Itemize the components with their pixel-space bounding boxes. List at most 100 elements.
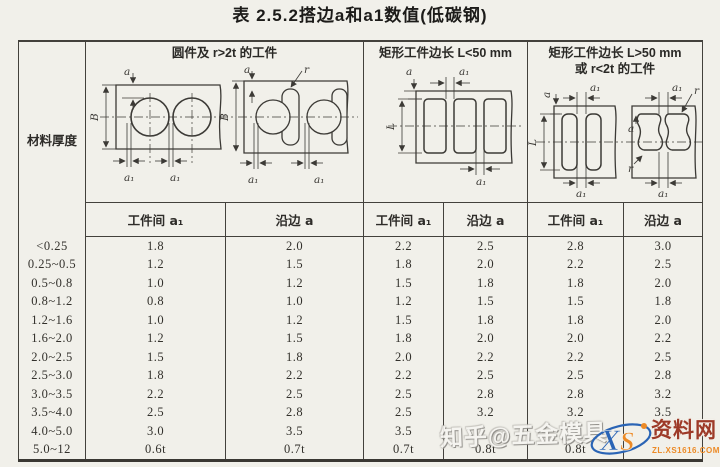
sub-header-row: 工件间 a₁ 沿边 a 工件间 a₁ 沿边 a 工件间 a₁ 沿边 a <box>19 202 703 237</box>
value-cell: 1.2 <box>363 292 444 311</box>
svg-text:a₁: a₁ <box>170 172 180 184</box>
value-cell: 2.8 <box>527 236 624 256</box>
diagram-rect-large: a₁ a L a₁ <box>528 82 703 198</box>
svg-text:a: a <box>124 66 130 78</box>
value-cell: 1.0 <box>225 292 364 311</box>
thickness-cell: 4.0~5.0 <box>31 423 73 438</box>
value-cell: 0.8t <box>443 440 528 461</box>
group-rect-small: 矩形工件边长 L<50 mm a₁ <box>363 41 528 203</box>
table-row: 4.0~5.0 3.0 3.5 3.5 <box>19 422 703 441</box>
svg-text:r: r <box>304 64 310 76</box>
value-cell: 0.7t <box>363 440 444 461</box>
value-cell: 2.0 <box>363 348 444 367</box>
value-cell: 3.2 <box>527 403 624 422</box>
value-cell: 1.5 <box>443 292 528 311</box>
table-row: <0.25 1.8 2.0 2.2 2.5 2.8 3.0 <box>19 236 703 256</box>
sub-header-a: 沿边 a <box>443 202 528 237</box>
value-cell: 2.0 <box>225 236 364 256</box>
table-row: 3.5~4.0 2.5 2.8 2.5 3.2 3.2 3.5 <box>19 403 703 422</box>
watermark: 知乎@五金模具 X S 资料网 ZL.XS1616.COM <box>438 416 720 467</box>
value-cell: 2.0 <box>527 329 624 348</box>
value-cell: 1.2 <box>225 274 364 293</box>
value-cell: 2.5 <box>363 403 444 422</box>
value-cell: 1.8 <box>623 292 703 311</box>
value-cell: 1.8 <box>363 255 444 274</box>
material-thickness-header: 材料厚度 <box>26 133 77 148</box>
value-cell: 3.0 <box>623 236 703 256</box>
thickness-cell: 3.0~3.5 <box>31 386 73 401</box>
watermark-logo: X S <box>590 423 652 457</box>
value-cell: 1.8 <box>85 366 226 385</box>
thickness-cell: 1.2~1.6 <box>31 312 73 327</box>
value-cell: 2.5 <box>443 366 528 385</box>
svg-text:a₁: a₁ <box>459 66 469 78</box>
value-cell: 1.2 <box>85 329 226 348</box>
value-cell <box>527 422 624 441</box>
value-cell: 2.5 <box>443 236 528 256</box>
svg-text:a: a <box>406 66 412 78</box>
watermark-text: 知乎@五金模具 <box>439 419 608 451</box>
value-cell: 2.0 <box>623 274 703 293</box>
diagram-round-parts: B a a₁ a₁ <box>89 64 358 186</box>
value-cell: 2.0 <box>623 311 703 330</box>
svg-text:B: B <box>219 113 231 122</box>
value-cell: 3.2 <box>443 403 528 422</box>
svg-text:r: r <box>694 85 700 97</box>
group-rect-large: 矩形工件边长 L>50 mm 或 r<2t 的工件 a₁ <box>527 41 703 203</box>
value-cell: 3.5 <box>363 422 444 441</box>
group-header-row: 材料厚度 圆件及 r>2t 的工件 B <box>19 41 703 203</box>
svg-text:a₁: a₁ <box>124 172 134 184</box>
value-cell: 1.8 <box>527 311 624 330</box>
svg-text:S: S <box>620 427 634 456</box>
value-cell: 2.2 <box>363 366 444 385</box>
value-cell: 2.2 <box>363 236 444 256</box>
svg-text:a₁: a₁ <box>314 174 324 186</box>
svg-text:a: a <box>628 123 634 135</box>
value-cell: 2.2 <box>623 329 703 348</box>
table-row: 2.5~3.0 1.8 2.2 2.2 2.5 2.5 2.8 <box>19 366 703 385</box>
group-rect-large-title2: 或 r<2t 的工件 <box>574 62 656 77</box>
value-cell: 2.2 <box>527 348 624 367</box>
svg-text:a₁: a₁ <box>590 82 600 94</box>
value-cell: 2.8 <box>225 403 364 422</box>
thickness-cell: 5.0~12 <box>33 442 71 457</box>
page-title: 表 2.5.2搭边a和a1数值(低碳钢) <box>232 6 488 25</box>
value-cell: 1.2 <box>225 311 364 330</box>
value-cell: 1.5 <box>527 292 624 311</box>
svg-text:a₁: a₁ <box>576 188 586 198</box>
group-rect-large-title: 矩形工件边长 L>50 mm <box>548 46 682 60</box>
diagram-rect-small: a₁ a L a₁ <box>385 66 524 187</box>
svg-text:L: L <box>528 139 539 147</box>
thickness-cell: 2.5~3.0 <box>31 368 73 383</box>
value-cell: 1.8 <box>443 274 528 293</box>
value-cell <box>443 422 528 441</box>
data-table: 材料厚度 圆件及 r>2t 的工件 B <box>18 40 703 462</box>
value-cell: 2.5 <box>623 255 703 274</box>
group-round-parts: 圆件及 r>2t 的工件 B <box>85 41 364 203</box>
value-cell: 1.8 <box>225 348 364 367</box>
sub-header-a1: 工件间 a₁ <box>527 202 624 237</box>
sub-header-a1: 工件间 a₁ <box>363 202 444 237</box>
value-cell: 2.5 <box>85 403 226 422</box>
svg-text:r: r <box>628 163 634 175</box>
thickness-cell: <0.25 <box>36 238 68 253</box>
value-cell: 2.8 <box>443 385 528 404</box>
value-cell: 1.8 <box>363 329 444 348</box>
table-row: 5.0~12 0.6t 0.7t 0.7t 0.8t 0.8t <box>19 440 703 461</box>
svg-text:a: a <box>541 91 553 97</box>
sub-header-a: 沿边 a <box>225 202 364 237</box>
table-row: 3.0~3.5 2.2 2.5 2.5 2.8 2.8 3.2 <box>19 385 703 404</box>
value-cell: 1.8 <box>443 311 528 330</box>
value-cell: 3.5 <box>225 422 364 441</box>
table-row: 0.5~0.8 1.0 1.2 1.5 1.8 1.8 2.0 <box>19 274 703 293</box>
svg-text:X: X <box>599 424 621 457</box>
sub-header-a: 沿边 a <box>623 202 703 237</box>
value-cell: 2.0 <box>443 329 528 348</box>
value-cell: 1.5 <box>225 255 364 274</box>
value-cell: 1.5 <box>85 348 226 367</box>
value-cell: 0.8 <box>85 292 226 311</box>
value-cell: 2.2 <box>85 385 226 404</box>
value-cell: 2.2 <box>527 255 624 274</box>
table-row: 1.2~1.6 1.0 1.2 1.5 1.8 1.8 2.0 <box>19 311 703 330</box>
